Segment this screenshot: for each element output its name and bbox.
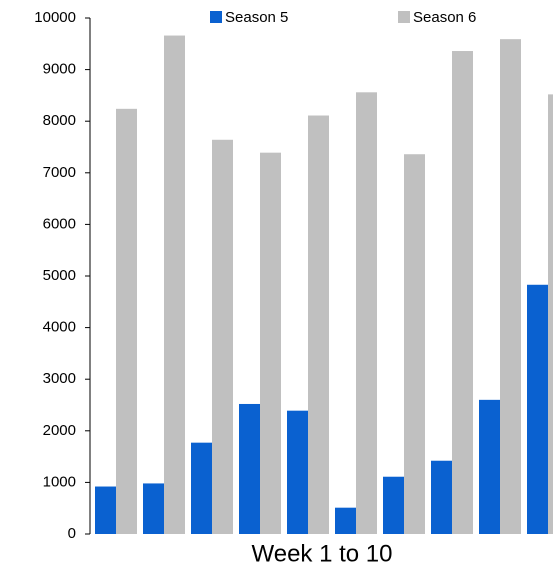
y-tick-label: 6000 <box>43 215 76 232</box>
y-tick-label: 7000 <box>43 164 76 181</box>
y-tick-label: 3000 <box>43 370 76 387</box>
bar <box>404 154 425 534</box>
bar <box>239 403 260 534</box>
bar <box>548 94 553 535</box>
bar <box>143 483 164 534</box>
y-tick-label: 0 <box>68 525 76 542</box>
legend-label: Season 6 <box>413 9 476 26</box>
y-tick-label: 10000 <box>34 9 76 26</box>
y-tick-label: 2000 <box>43 422 76 439</box>
x-axis-label: Week 1 to 10 <box>252 540 393 567</box>
bar <box>500 39 521 534</box>
bar <box>431 460 452 534</box>
legend-swatch <box>398 11 410 23</box>
bar <box>452 51 473 535</box>
bar <box>212 139 233 534</box>
y-tick-label: 8000 <box>43 112 76 129</box>
bar <box>527 284 548 534</box>
y-tick-label: 4000 <box>43 319 76 336</box>
legend-swatch <box>210 11 222 23</box>
y-tick-label: 9000 <box>43 61 76 78</box>
legend-label: Season 5 <box>225 9 288 26</box>
y-tick-label: 1000 <box>43 473 76 490</box>
bar <box>479 399 500 534</box>
bar <box>191 442 212 534</box>
y-tick-label: 5000 <box>43 267 76 284</box>
bar <box>116 108 137 534</box>
bar <box>356 92 377 534</box>
bar <box>335 507 356 534</box>
bar <box>95 486 116 534</box>
bar <box>164 35 185 534</box>
bar <box>260 152 281 534</box>
bar <box>287 410 308 534</box>
bar <box>383 476 404 534</box>
bar <box>308 115 329 535</box>
